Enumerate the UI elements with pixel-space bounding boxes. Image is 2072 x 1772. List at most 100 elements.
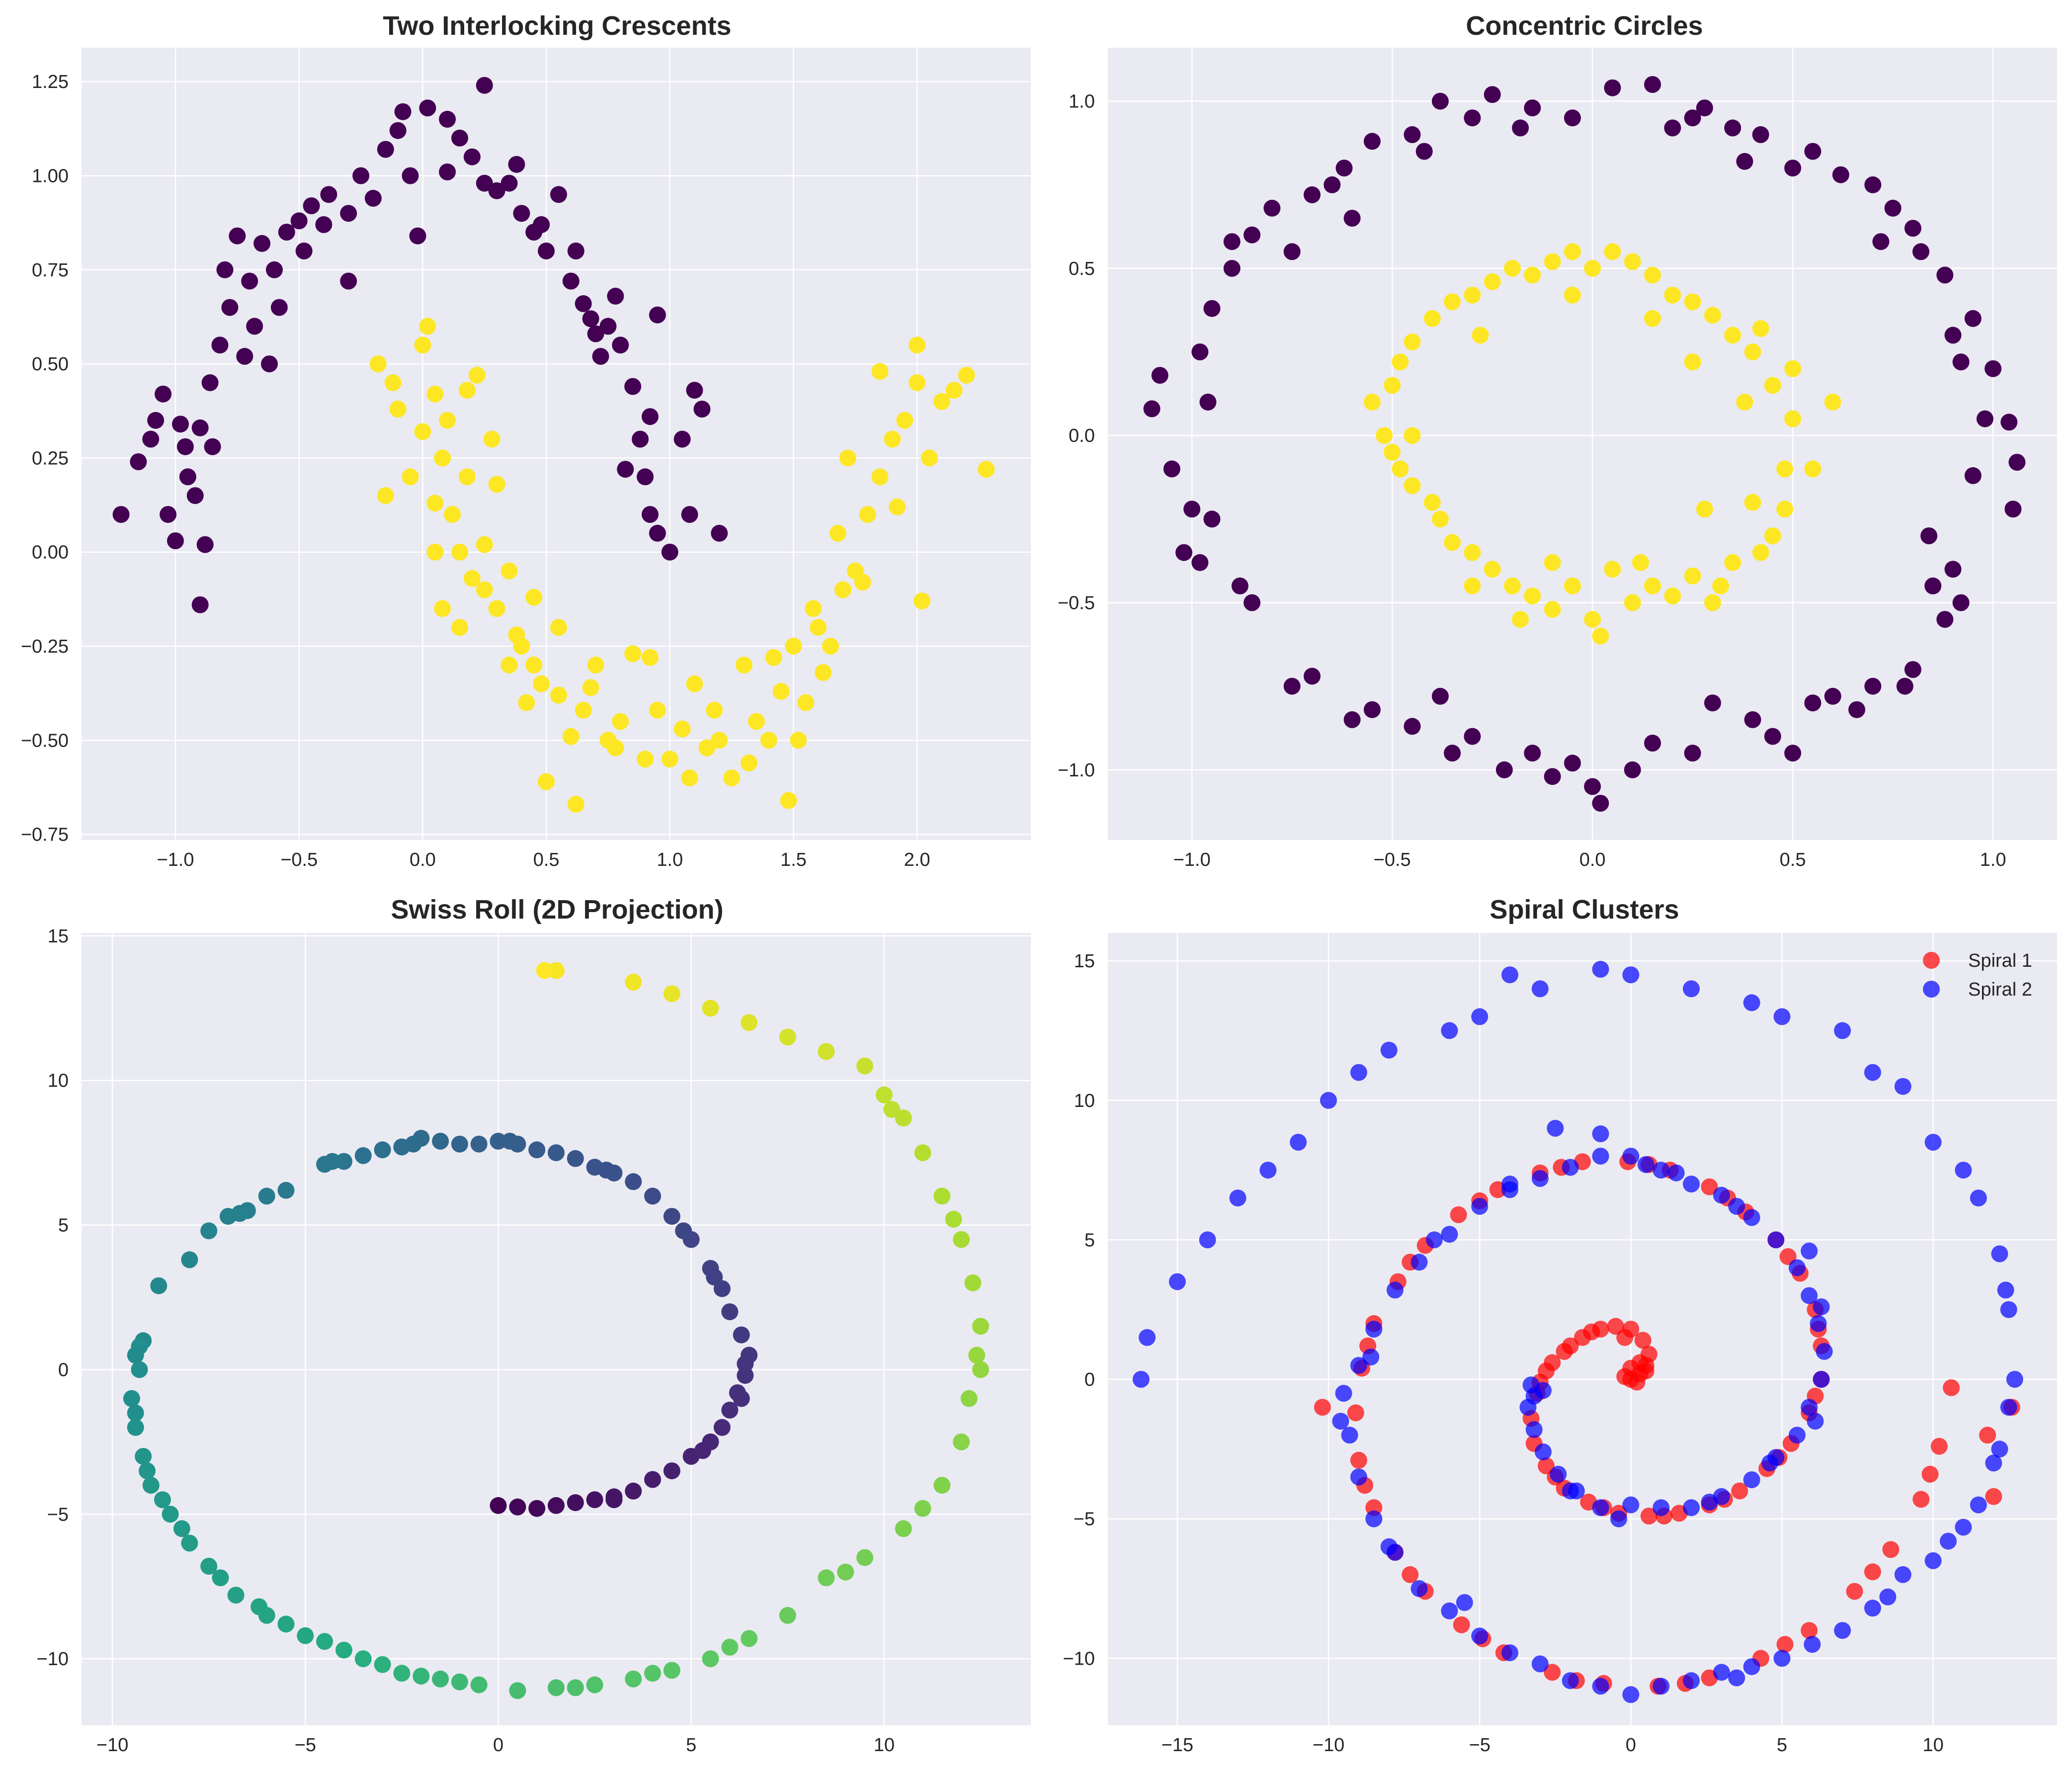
data-point-series-1 xyxy=(1784,160,1802,177)
data-point-series-2 xyxy=(525,589,543,606)
data-point-series-1 xyxy=(1776,1636,1794,1653)
data-point xyxy=(675,1222,692,1240)
data-point-series-1 xyxy=(1964,310,1982,327)
data-point-series-2 xyxy=(1441,1602,1458,1619)
data-point-series-2 xyxy=(1350,1468,1367,1486)
x-tick-label: 10 xyxy=(874,1735,895,1756)
data-point-series-2 xyxy=(1592,627,1609,645)
data-point-series-2 xyxy=(1384,377,1401,394)
data-point-series-1 xyxy=(179,468,196,486)
data-point-series-1 xyxy=(1524,745,1541,762)
data-point-series-1 xyxy=(592,347,609,365)
data-point-series-2 xyxy=(1610,1510,1627,1527)
data-point-series-1 xyxy=(1243,594,1261,611)
data-point xyxy=(837,1563,854,1581)
data-point xyxy=(548,1497,565,1514)
data-point-series-1 xyxy=(160,506,177,523)
data-point-series-1 xyxy=(1538,1457,1555,1474)
data-point-series-1 xyxy=(155,385,172,403)
data-point-series-1 xyxy=(1495,761,1513,778)
data-point-series-1 xyxy=(1343,210,1361,227)
data-point-series-2 xyxy=(1512,611,1529,628)
data-point-series-2 xyxy=(1531,1170,1549,1187)
data-point-series-1 xyxy=(1544,1664,1561,1681)
data-point-series-2 xyxy=(550,686,567,704)
data-point xyxy=(258,1187,275,1205)
data-point-series-2 xyxy=(1704,307,1721,324)
data-point-series-2 xyxy=(1592,1678,1609,1695)
data-point-series-2 xyxy=(1743,994,1760,1012)
data-point xyxy=(324,1153,341,1170)
data-point-series-1 xyxy=(303,197,320,214)
data-point-series-2 xyxy=(1970,1496,1987,1514)
data-point xyxy=(451,1673,468,1690)
data-point-series-1 xyxy=(1223,259,1241,277)
data-point-series-2 xyxy=(1380,1538,1398,1555)
data-point-series-1 xyxy=(1864,1563,1881,1581)
data-point-series-1 xyxy=(1936,266,1954,284)
data-point-series-2 xyxy=(681,769,698,787)
data-point-series-1 xyxy=(1784,745,1802,762)
data-point xyxy=(154,1491,171,1509)
data-point xyxy=(737,1355,754,1372)
data-point-series-1 xyxy=(439,110,456,128)
data-point-series-1 xyxy=(1848,701,1865,718)
data-point-series-1 xyxy=(402,167,419,184)
data-point xyxy=(586,1491,603,1509)
data-point-series-2 xyxy=(1525,1421,1543,1438)
data-point-series-2 xyxy=(1894,1566,1911,1583)
data-point-series-2 xyxy=(909,374,926,391)
data-point xyxy=(139,1462,156,1480)
data-point-series-2 xyxy=(1376,427,1393,444)
data-point-series-2 xyxy=(525,656,543,674)
data-point-series-2 xyxy=(1879,1588,1897,1605)
data-point-series-2 xyxy=(1564,577,1581,594)
data-point xyxy=(297,1627,314,1644)
data-point xyxy=(597,1162,615,1179)
data-point-series-1 xyxy=(229,227,246,245)
y-tick-label: 0.0 xyxy=(1069,425,1095,446)
data-point-series-1 xyxy=(290,212,308,230)
data-point xyxy=(181,1251,198,1268)
data-point xyxy=(200,1222,218,1240)
data-point-series-1 xyxy=(419,99,436,117)
data-point-series-2 xyxy=(389,401,407,418)
data-point-series-1 xyxy=(562,272,580,290)
data-point-series-2 xyxy=(476,581,493,598)
data-point-series-2 xyxy=(1824,393,1841,411)
data-point-series-2 xyxy=(933,393,950,410)
data-point-series-1 xyxy=(1964,467,1982,484)
data-point xyxy=(335,1641,352,1659)
data-point-series-2 xyxy=(463,570,481,587)
data-point-series-2 xyxy=(1683,1672,1700,1689)
data-point-series-1 xyxy=(364,189,382,207)
data-point-series-1 xyxy=(488,182,505,199)
data-point-series-2 xyxy=(1644,266,1661,284)
data-point-series-2 xyxy=(1229,1189,1246,1207)
data-point xyxy=(509,1498,526,1516)
data-point xyxy=(567,1150,584,1167)
data-point-series-2 xyxy=(1813,1298,1830,1316)
data-point xyxy=(374,1141,391,1159)
data-point-series-2 xyxy=(1997,1281,2014,1299)
data-point-series-2 xyxy=(829,524,846,542)
data-point-series-2 xyxy=(642,649,659,666)
data-point-series-2 xyxy=(661,751,678,768)
data-point-series-2 xyxy=(723,769,741,787)
data-point-series-1 xyxy=(1622,1359,1640,1377)
data-point-series-1 xyxy=(1864,176,1882,193)
y-tick-label: 10 xyxy=(48,1071,69,1092)
data-point xyxy=(914,1144,931,1162)
data-point-series-1 xyxy=(1444,745,1461,762)
data-point-series-1 xyxy=(1404,126,1421,143)
data-point-series-2 xyxy=(1834,1022,1851,1039)
circles-title: Concentric Circles xyxy=(1466,11,1703,41)
data-point-series-2 xyxy=(1813,1371,1830,1388)
y-tick-label: 0.75 xyxy=(32,260,69,281)
data-point-series-2 xyxy=(1622,1686,1640,1703)
data-point-series-2 xyxy=(1365,1510,1383,1527)
data-point-series-2 xyxy=(921,449,938,467)
x-tick-label: 2.0 xyxy=(904,849,930,870)
data-point-series-1 xyxy=(221,299,239,316)
